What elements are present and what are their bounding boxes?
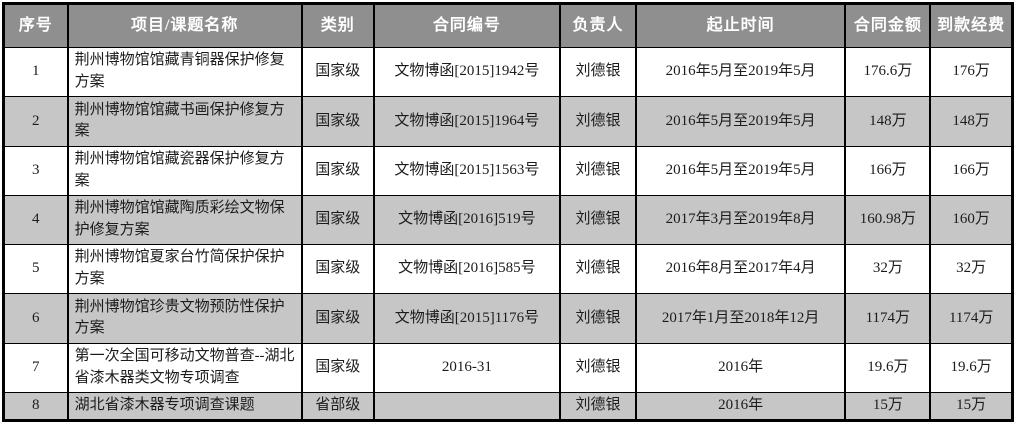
table-cell: 2016年5月至2019年5月 — [635, 145, 847, 196]
table-cell: 文物博函[2016]585号 — [372, 243, 562, 295]
table-cell: 荆州博物馆馆藏青铜器保护修复方案 — [66, 46, 303, 98]
table-cell: 文物博函[2015]1563号 — [372, 145, 562, 196]
table-cell: 刘德银 — [559, 194, 638, 246]
table-cell: 文物博函[2015]1942号 — [372, 46, 562, 98]
table-row: 4 荆州博物馆馆藏陶质彩绘文物保护修复方案 国家级 文物博函[2016]519号 刘德银… — [2, 194, 1014, 246]
table-cell: 2 — [2, 96, 69, 147]
header-cell-contract-amount: 合同金额 — [844, 3, 932, 48]
table-body: 1 荆州博物馆馆藏青铜器保护修复方案 国家级 文物博函[2015]1942号 刘德银 20… — [2, 46, 1014, 422]
table-cell: 1 — [2, 46, 69, 98]
table-cell: 148万 — [929, 96, 1014, 147]
table-header: 序号 项目/课题名称 类别 合同编号 负责人 起止时间 合同金额 到款经费 — [2, 3, 1014, 48]
table-row: 5 荆州博物馆夏家台竹简保护保护方案 国家级 文物博函[2016]585号 刘德银 201… — [2, 243, 1014, 295]
table-cell: 湖北省漆木器专项调查课题 — [66, 391, 303, 422]
table-cell: 32万 — [929, 243, 1014, 295]
header-cell-time-period: 起止时间 — [635, 3, 847, 48]
table-row: 2 荆州博物馆馆藏书画保护修复方案 国家级 文物博函[2015]1964号 刘德银 201… — [2, 96, 1014, 147]
table-cell: 5 — [2, 243, 69, 295]
table-cell: 文物博函[2015]1964号 — [372, 96, 562, 147]
table-cell: 15万 — [929, 391, 1014, 422]
table-cell: 荆州博物馆珍贵文物预防性保护方案 — [66, 293, 303, 344]
table-cell: 刘德银 — [559, 46, 638, 98]
header-cell-category: 类别 — [300, 3, 375, 48]
table-cell: 1174万 — [844, 293, 932, 344]
table-cell: 2016年 — [635, 342, 847, 393]
table-cell: 176万 — [929, 46, 1014, 98]
table-row: 6 荆州博物馆珍贵文物预防性保护方案 国家级 文物博函[2015]1176号 刘德银 20… — [2, 293, 1014, 344]
header-row: 序号 项目/课题名称 类别 合同编号 负责人 起止时间 合同金额 到款经费 — [2, 3, 1014, 48]
table-cell: 15万 — [844, 391, 932, 422]
table-cell: 2017年3月至2019年8月 — [635, 194, 847, 246]
table-cell: 国家级 — [300, 243, 375, 295]
table-cell: 省部级 — [300, 391, 375, 422]
table-cell: 荆州博物馆馆藏瓷器保护修复方案 — [66, 145, 303, 196]
table-cell: 2016-31 — [372, 342, 562, 393]
table-cell: 刘德银 — [559, 293, 638, 344]
table-cell: 1174万 — [929, 293, 1014, 344]
table-cell: 2016年5月至2019年5月 — [635, 46, 847, 98]
table-cell: 6 — [2, 293, 69, 344]
table-cell: 刘德银 — [559, 342, 638, 393]
table-cell: 8 — [2, 391, 69, 422]
table-cell: 148万 — [844, 96, 932, 147]
table-cell: 2016年 — [635, 391, 847, 422]
table-cell: 2017年1月至2018年12月 — [635, 293, 847, 344]
table-cell: 荆州博物馆馆藏书画保护修复方案 — [66, 96, 303, 147]
header-cell-person-in-charge: 负责人 — [559, 3, 638, 48]
table-cell: 刘德银 — [559, 243, 638, 295]
header-cell-received-funds: 到款经费 — [929, 3, 1014, 48]
header-cell-contract-number: 合同编号 — [372, 3, 562, 48]
table-cell: 国家级 — [300, 145, 375, 196]
table-cell: 荆州博物馆馆藏陶质彩绘文物保护修复方案 — [66, 194, 303, 246]
table-cell: 荆州博物馆夏家台竹简保护保护方案 — [66, 243, 303, 295]
table-cell: 176.6万 — [844, 46, 932, 98]
table-row: 7 第一次全国可移动文物普查--湖北省漆木器类文物专项调查 国家级 2016-31 刘德… — [2, 342, 1014, 393]
table-cell: 国家级 — [300, 46, 375, 98]
table-cell: 32万 — [844, 243, 932, 295]
table-cell: 国家级 — [300, 342, 375, 393]
table-cell: 文物博函[2016]519号 — [372, 194, 562, 246]
table-cell: 国家级 — [300, 194, 375, 246]
table-cell: 4 — [2, 194, 69, 246]
header-cell-index: 序号 — [2, 3, 69, 48]
header-cell-project-name: 项目/课题名称 — [66, 3, 303, 48]
table-cell: 160.98万 — [844, 194, 932, 246]
table-cell: 19.6万 — [844, 342, 932, 393]
table-cell: 国家级 — [300, 293, 375, 344]
table-cell: 刘德银 — [559, 145, 638, 196]
table-cell: 166万 — [844, 145, 932, 196]
table-cell: 文物博函[2015]1176号 — [372, 293, 562, 344]
table-cell — [372, 391, 562, 422]
table-cell: 第一次全国可移动文物普查--湖北省漆木器类文物专项调查 — [66, 342, 303, 393]
table-cell: 160万 — [929, 194, 1014, 246]
table-row: 3 荆州博物馆馆藏瓷器保护修复方案 国家级 文物博函[2015]1563号 刘德银 201… — [2, 145, 1014, 196]
table-cell: 国家级 — [300, 96, 375, 147]
table-cell: 2016年8月至2017年4月 — [635, 243, 847, 295]
table-cell: 刘德银 — [559, 96, 638, 147]
table-cell: 刘德银 — [559, 391, 638, 422]
table-cell: 3 — [2, 145, 69, 196]
table-row: 8 湖北省漆木器专项调查课题 省部级 刘德银 2016年 15万 15万 — [2, 391, 1014, 422]
table-cell: 166万 — [929, 145, 1014, 196]
table-row: 1 荆州博物馆馆藏青铜器保护修复方案 国家级 文物博函[2015]1942号 刘德银 20… — [2, 46, 1014, 98]
table-cell: 7 — [2, 342, 69, 393]
table-cell: 19.6万 — [929, 342, 1014, 393]
table-cell: 2016年5月至2019年5月 — [635, 96, 847, 147]
